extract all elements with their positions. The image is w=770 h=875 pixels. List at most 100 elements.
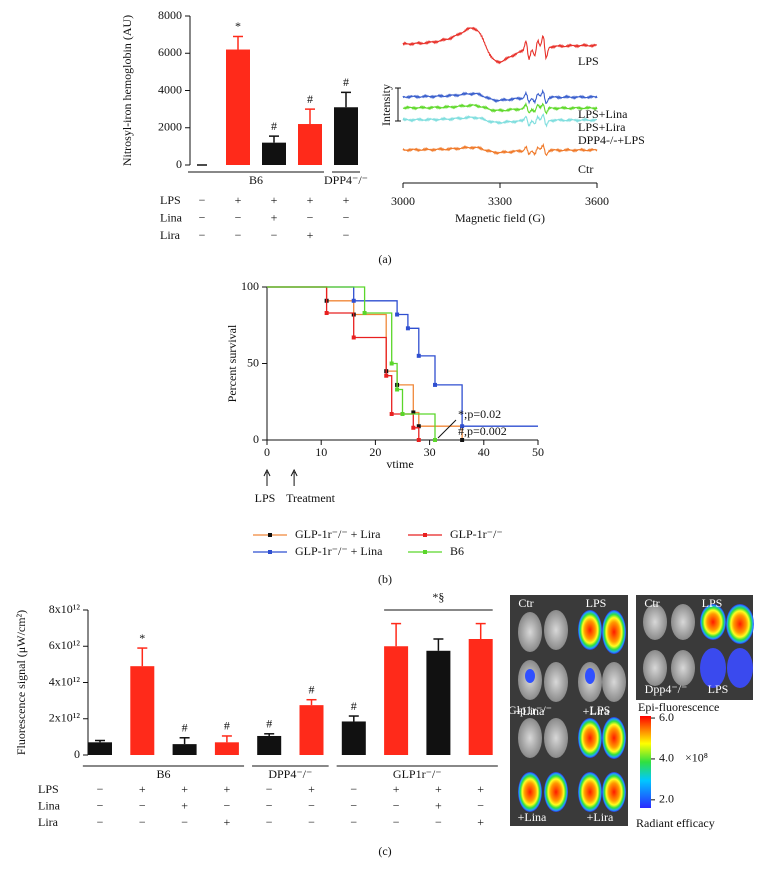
row-sign: + (271, 210, 278, 224)
bar (262, 142, 286, 165)
survival-marker (416, 438, 421, 442)
y-axis-label: Nitrosyl-iron hemoglobin (AU) (120, 15, 134, 166)
legend-label: GLP-1r⁻/⁻ + Lina (295, 544, 383, 558)
row-sign: − (435, 815, 442, 829)
organ (602, 610, 626, 654)
row-sign: − (181, 815, 188, 829)
y-tick-label: 4000 (158, 82, 182, 96)
row-sign: + (139, 782, 146, 796)
y-tick-label: 50 (247, 355, 259, 369)
spectrum-trace (402, 142, 598, 157)
survival-marker (433, 438, 438, 442)
row-sign: + (224, 782, 231, 796)
survival-marker (395, 387, 400, 392)
bar (334, 107, 358, 165)
x-tick-label: 10 (315, 445, 327, 459)
group-label: GLP1r⁻/⁻ (393, 767, 442, 781)
legend-label: GLP-1r⁻/⁻ (450, 527, 503, 541)
colorbar-tick-label: 2.0 (659, 792, 674, 806)
row-sign: − (393, 815, 400, 829)
annotation: #,p=0.002 (458, 424, 507, 438)
row-sign: + (224, 815, 231, 829)
y-axis-label: Intensity (379, 84, 393, 126)
y-tick-label: 0 (74, 747, 80, 761)
image-label: +Lira (587, 810, 614, 824)
organ (578, 772, 602, 812)
event-label: Treatment (286, 491, 336, 505)
annotation: *;p=0.02 (458, 407, 501, 421)
row-sign: − (224, 798, 231, 812)
significance: # (266, 717, 272, 731)
legend-label: GLP-1r⁻/⁻ + Lira (295, 527, 381, 541)
significance: # (224, 719, 230, 733)
row-label: LPS (160, 193, 181, 207)
row-label: LPS (38, 782, 59, 796)
survival-marker (362, 311, 367, 316)
bar (299, 705, 324, 755)
bar (298, 124, 322, 165)
annotation-leader (437, 419, 457, 439)
x-tick-label: 3600 (585, 194, 609, 208)
survival-marker (389, 411, 394, 416)
bar (257, 735, 282, 755)
image-label: LPS (702, 596, 723, 610)
organ (544, 772, 568, 812)
image-label: Ctr (518, 596, 533, 610)
y-tick-label: 6000 (158, 45, 182, 59)
scale-bar (395, 87, 401, 122)
row-sign: + (307, 193, 314, 207)
event-arrow (290, 468, 298, 486)
signal (525, 669, 535, 683)
bar (341, 721, 366, 755)
survival-marker (395, 312, 400, 317)
colorbar-tick-label: 6.0 (659, 710, 674, 724)
survival-marker (389, 361, 394, 366)
bar (88, 742, 112, 755)
y-tick-label: 0 (253, 432, 259, 446)
group-label: DPP4⁻/⁻ (268, 767, 312, 781)
survival-line (267, 286, 436, 440)
survival-marker (416, 353, 421, 358)
image-label: Glp1r⁻/⁻ (508, 703, 552, 717)
spectrum-trace (402, 101, 598, 115)
image-label: LPS (708, 682, 729, 696)
bar (130, 666, 155, 755)
organ (602, 717, 626, 759)
organ (578, 718, 602, 758)
trace-label: LPS+Lina (578, 107, 628, 121)
x-tick-label: 30 (424, 445, 436, 459)
row-label: Lina (160, 210, 183, 224)
row-sign: − (343, 228, 350, 242)
y-tick-label: 8x10¹² (49, 602, 81, 616)
survival-marker (351, 335, 356, 340)
significance: # (271, 119, 277, 133)
significance: * (139, 631, 145, 645)
row-sign: − (393, 798, 400, 812)
organ (671, 604, 695, 640)
bar (468, 639, 493, 755)
survival-marker (433, 382, 438, 387)
legend-label: B6 (450, 544, 464, 558)
bar (384, 646, 409, 755)
row-sign: + (308, 782, 315, 796)
organ (643, 604, 667, 640)
survival-marker (460, 424, 465, 429)
survival-marker (460, 438, 465, 442)
organ (602, 772, 626, 812)
panel-label: (a) (378, 252, 391, 266)
row-sign: + (477, 815, 484, 829)
significance: # (309, 682, 315, 696)
colorbar-tick-label: 4.0 (659, 751, 674, 765)
row-sign: − (266, 815, 273, 829)
organ (544, 662, 568, 702)
organ (518, 772, 542, 812)
spectrum-trace (402, 88, 598, 105)
panel-label: (b) (378, 572, 392, 586)
row-sign: + (271, 193, 278, 207)
y-tick-label: 2000 (158, 120, 182, 134)
organ (727, 648, 753, 688)
row-sign: − (199, 228, 206, 242)
row-sign: − (199, 193, 206, 207)
spectrum-trace (402, 26, 597, 65)
row-sign: − (350, 782, 357, 796)
